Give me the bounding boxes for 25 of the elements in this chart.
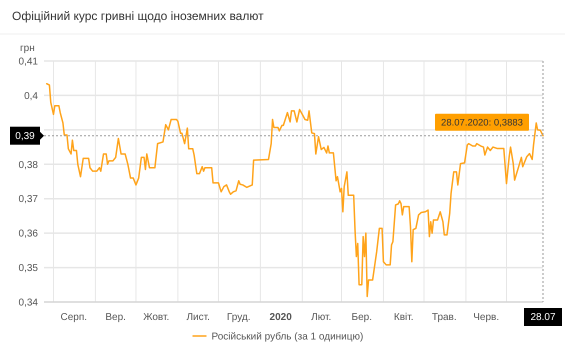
- y-tick-label: 0,34: [18, 298, 38, 308]
- chart-title: Офіційний курс гривні щодо іноземних валют: [12, 9, 264, 23]
- x-tick-label: Трав.: [432, 312, 457, 323]
- x-tick-label: Жовт.: [143, 312, 170, 323]
- line-series: [46, 82, 544, 298]
- y-tick-label: 0,35: [18, 263, 38, 274]
- x-tick-label: 2020: [270, 312, 292, 323]
- x-tick-label: Вер.: [105, 312, 126, 323]
- x-tick-label: Серп.: [60, 312, 88, 323]
- ref-line-label: 0,39: [15, 131, 36, 142]
- x-tick-label: Черв.: [473, 312, 500, 323]
- y-axis-title: грн: [20, 43, 35, 54]
- x-tick-label: Квіт.: [394, 312, 414, 323]
- y-tick-label: 0,4: [24, 90, 38, 102]
- y-tick-label: 0,36: [18, 228, 38, 240]
- x-tick-label: Лист.: [186, 312, 210, 323]
- x-tick-label: Лют.: [311, 312, 332, 323]
- x-tick-label: Бер.: [352, 312, 372, 323]
- x-tick-label: 28.07: [530, 312, 556, 323]
- y-tick-label: 0,38: [18, 160, 38, 171]
- y-tick-label: 0,41: [18, 56, 38, 68]
- x-tick-label: Груд.: [226, 312, 251, 323]
- annotation: 28.07.2020: 0,3883: [441, 118, 523, 129]
- y-tick-label: 0,37: [18, 194, 38, 206]
- legend-label: Російський рубль (за 1 одиницю): [212, 332, 364, 342]
